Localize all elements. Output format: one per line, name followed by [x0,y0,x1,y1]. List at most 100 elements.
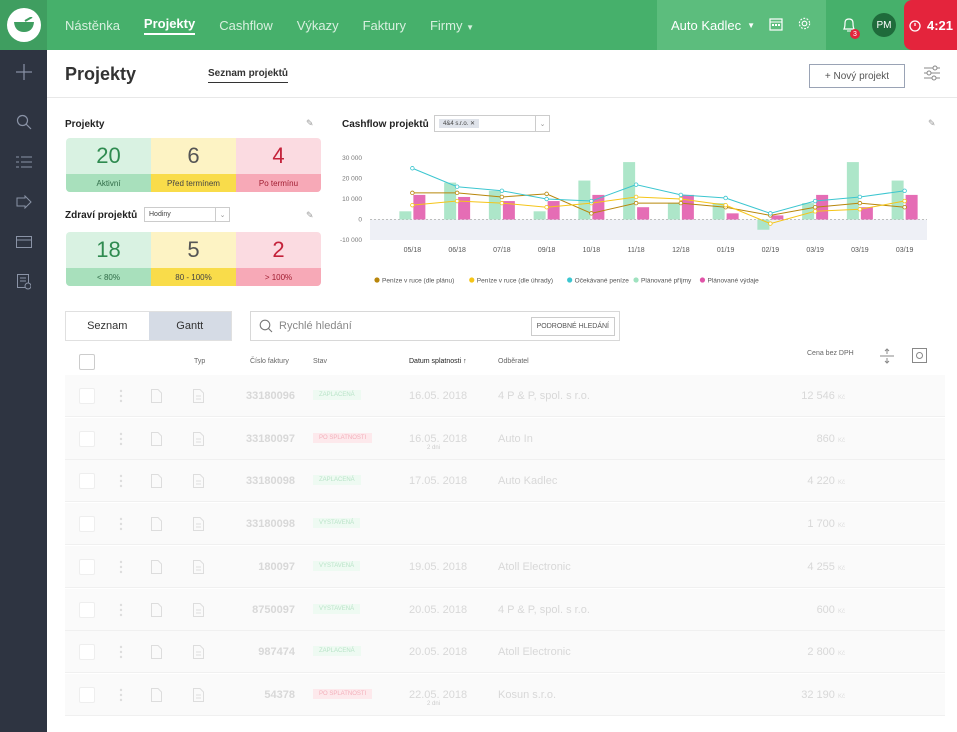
pdf-icon[interactable] [151,389,162,408]
x-tick-label: 02/19 [762,247,780,254]
drag-handle-icon[interactable] [119,432,123,451]
col-type[interactable]: Typ [194,358,206,365]
bar [533,211,546,220]
pdf-icon[interactable] [151,687,162,707]
table-row[interactable]: 180097 VYSTAVENÁ 19.05. 2018 Atoll Elect… [65,545,945,588]
col-state[interactable]: Stav [313,358,328,365]
gear-icon[interactable] [797,16,812,34]
nav-projects[interactable]: Projekty [143,16,196,35]
tile-value: 6 [187,143,200,168]
nav-companies[interactable]: Firmy ▼ [430,18,474,33]
view-gantt-button[interactable]: Gantt [148,312,231,340]
tile-health-low[interactable]: 18 < 80% [66,232,151,286]
search-input[interactable]: Rychlé hledání [279,320,352,332]
table-row[interactable]: 8750097 VYSTAVENÁ 20.05. 2018 4 P & P, s… [65,588,945,631]
new-project-button[interactable]: + Nový projekt [809,64,905,88]
bar [444,182,457,220]
row-checkbox[interactable] [79,601,95,618]
col-price[interactable]: Cena bez DPH [807,350,854,357]
row-checkbox[interactable] [79,644,95,661]
report-icon[interactable] [0,262,47,302]
tab-project-list[interactable]: Seznam projektů [208,68,289,83]
advanced-search-button[interactable]: PODROBNÉ HLEDÁNÍ [530,317,615,336]
pdf-icon[interactable] [151,431,162,451]
col-customer[interactable]: Odběratel [498,358,529,365]
timer-button[interactable]: 4:21 [904,0,957,50]
pdf-icon[interactable] [151,645,162,664]
row-height-icon[interactable] [879,348,895,369]
tile-active[interactable]: 20 Aktivní [66,138,151,192]
row-checkbox[interactable] [79,686,95,703]
bar [712,203,725,220]
col-invoice[interactable]: Číslo faktury [250,358,289,365]
close-icon[interactable]: ✕ [470,121,476,127]
pencil-icon[interactable]: ✎ [306,118,314,128]
view-list-button[interactable]: Seznam [87,320,128,332]
row-checkbox[interactable] [79,388,95,404]
pdf-icon[interactable] [151,517,162,536]
nav-invoices[interactable]: Faktury [362,17,406,33]
nav-dashboard[interactable]: Nástěnka [65,17,120,33]
col-due-date[interactable]: Datum splatnosti ↑ [409,358,467,365]
table-row[interactable]: 33180096 ZAPLACENÁ 16.05. 2018 4 P & P, … [65,375,945,417]
table-row[interactable]: 987474 ZAPLACENÁ 20.05. 2018 Atoll Elect… [65,631,945,674]
x-tick-label: 06/18 [448,247,466,254]
x-tick-label: 05/18 [404,247,422,254]
legend-label: Plánované výdaje [707,278,759,285]
drag-handle-icon[interactable] [119,389,123,408]
avatar[interactable]: PM [872,13,896,37]
app-logo[interactable] [0,0,47,50]
search-icon[interactable] [0,102,47,142]
pdf-icon[interactable] [151,559,162,579]
drag-handle-icon[interactable] [119,474,123,493]
due-date: 17.05. 2018 [409,475,468,488]
select-all-checkbox[interactable] [79,354,95,370]
pencil-icon[interactable]: ✎ [306,210,314,220]
table-row[interactable]: 33180098 VYSTAVENÁ 1 700 Kč [65,503,945,546]
nav-reports[interactable]: Výkazy [296,17,339,33]
company-selector[interactable]: Auto Kadlec ▼ [656,0,826,50]
search-icon [259,319,273,333]
calendar-icon[interactable] [769,17,783,34]
search-box: Rychlé hledání PODROBNÉ HLEDÁNÍ [250,311,620,341]
drag-handle-icon[interactable] [119,517,123,536]
x-tick-label: 10/18 [583,247,601,254]
drag-handle-icon[interactable] [119,688,123,707]
health-select[interactable]: Hodiny ⌄ [144,207,230,222]
tile-health-mid[interactable]: 5 80 - 100% [151,232,236,286]
nav-cashflow[interactable]: Cashflow [219,17,273,33]
table-row[interactable]: 33180098 ZAPLACENÁ 17.05. 2018 Auto Kadl… [65,460,945,503]
x-tick-label: 01/19 [717,247,735,254]
price: 32 190 Kč [801,689,845,701]
card-icon[interactable] [0,222,47,262]
bar [681,194,694,220]
tile-before-deadline[interactable]: 6 Před termínem [151,138,236,192]
tile-health-high[interactable]: 2 > 100% [236,232,321,286]
sliders-icon[interactable] [923,64,941,87]
bar [502,201,515,220]
table-header: Typ Číslo faktury Stav Datum splatnosti … [47,348,957,374]
row-checkbox[interactable] [79,558,95,575]
pdf-icon[interactable] [151,602,162,622]
series-point [544,191,549,197]
negative-zone [370,219,927,240]
plus-icon[interactable] [0,52,47,92]
columns-settings-icon[interactable] [912,348,927,368]
table-row[interactable]: 54378 PO SPLATNOSTI 22.05. 2018 Kosun s.… [65,673,945,716]
cashflow-company-select[interactable]: 4&4 s.r.o. ✕ ⌄ [434,115,550,132]
notifications-button[interactable]: 3 [826,17,872,39]
tile-after-deadline[interactable]: 4 Po termínu [236,138,321,192]
drag-handle-icon[interactable] [119,645,123,664]
row-checkbox[interactable] [79,430,95,447]
table-row[interactable]: 33180097 PO SPLATNOSTI 16.05. 2018 Auto … [65,417,945,460]
row-checkbox[interactable] [79,516,95,533]
currency: Kč [837,523,845,530]
pdf-icon[interactable] [151,474,162,493]
main-nav: Nástěnka Projekty Cashflow Výkazy Faktur… [65,16,498,35]
pencil-icon[interactable]: ✎ [928,118,936,128]
drag-handle-icon[interactable] [119,603,123,622]
list-icon[interactable] [0,142,47,182]
row-checkbox[interactable] [79,473,95,490]
export-icon[interactable] [0,182,47,222]
drag-handle-icon[interactable] [119,560,123,579]
